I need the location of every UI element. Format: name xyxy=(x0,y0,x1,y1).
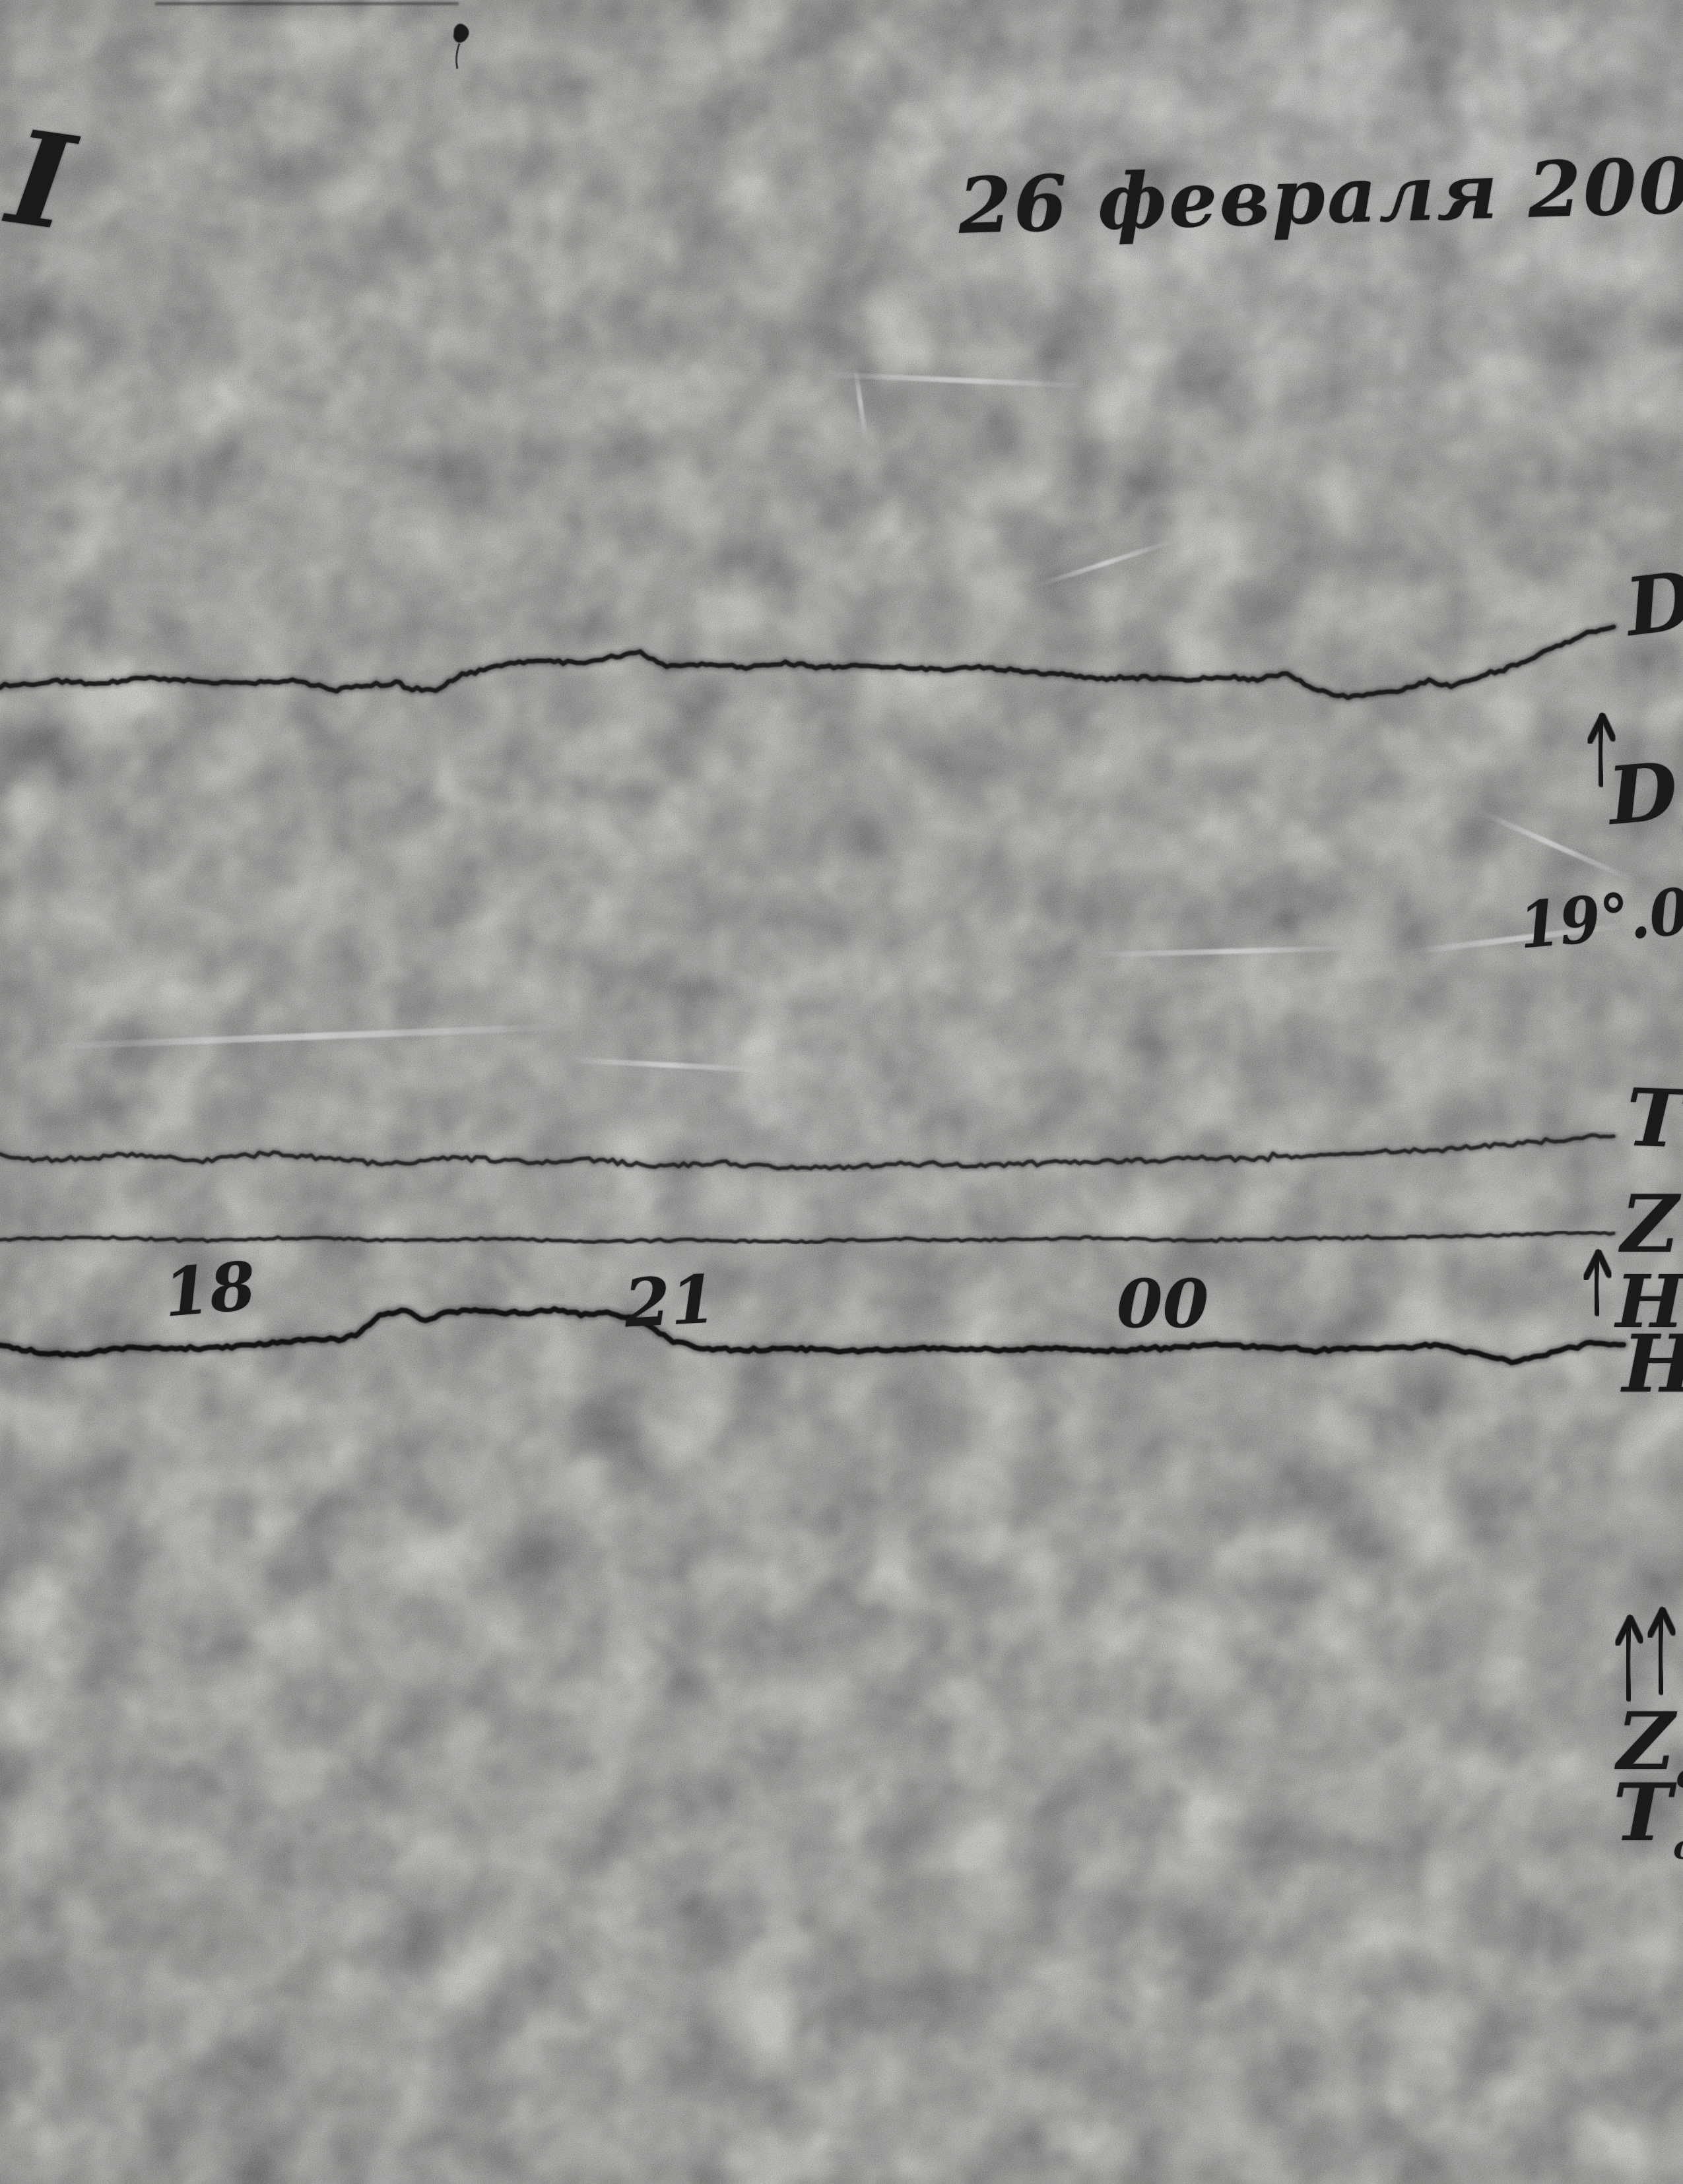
baseline-label-H0: Ho xyxy=(1616,1266,1683,1351)
trace-H xyxy=(0,1306,1626,1366)
trace-label-Z: Z xyxy=(1621,1185,1679,1264)
baseline-label-D0-text: D xyxy=(1604,744,1682,843)
baseline-label-D0: Do xyxy=(1604,744,1683,848)
handwritten-date: 26 февраля 2001 г. xyxy=(957,137,1683,251)
h0-arrow-up-arrow-icon xyxy=(1583,1249,1612,1281)
trace-label-D-text: D xyxy=(1620,554,1683,655)
baseline-label-T0: To xyxy=(1613,1774,1683,1864)
time-label-00: 00 xyxy=(1117,1265,1209,1343)
baseline-label-T0-subscript: o xyxy=(1673,1828,1683,1867)
time-label-21: 21 xyxy=(622,1260,719,1343)
baseline-label-H0-text: H xyxy=(1616,1259,1683,1344)
ink-speck-tail xyxy=(455,43,461,69)
time-label-18: 18 xyxy=(160,1246,259,1332)
z0t0-arrow-left-up-arrow-icon xyxy=(1614,1615,1644,1646)
trace-T xyxy=(0,1133,1616,1171)
trace-Z xyxy=(0,1231,1616,1245)
scan-top-edge-shadow xyxy=(155,2,459,5)
trace-label-Z-text: Z xyxy=(1621,1178,1679,1271)
baseline-label-Z0-subscript: o xyxy=(1676,1756,1683,1795)
trace-D xyxy=(0,624,1616,701)
temperature-annotation: 19°.0C xyxy=(1516,870,1683,963)
baseline-label-T0-text: T xyxy=(1613,1766,1672,1859)
trace-label-T: T xyxy=(1625,1071,1683,1166)
baseline-label-Z0-text: Z xyxy=(1617,1695,1675,1788)
trace-label-H: H xyxy=(1622,1325,1683,1404)
baseline-label-D0-subscript: o xyxy=(1680,803,1683,845)
z0t0-arrow-right-up-arrow-icon xyxy=(1647,1607,1676,1638)
d0-arrow-up-arrow-icon xyxy=(1587,713,1616,744)
trace-label-T-text: T xyxy=(1624,1071,1683,1167)
baseline-label-Z0: Zo xyxy=(1617,1702,1683,1793)
ink-speck xyxy=(453,23,469,43)
trace-label-D: D xyxy=(1621,554,1683,655)
trace-label-H-text: H xyxy=(1622,1318,1683,1411)
